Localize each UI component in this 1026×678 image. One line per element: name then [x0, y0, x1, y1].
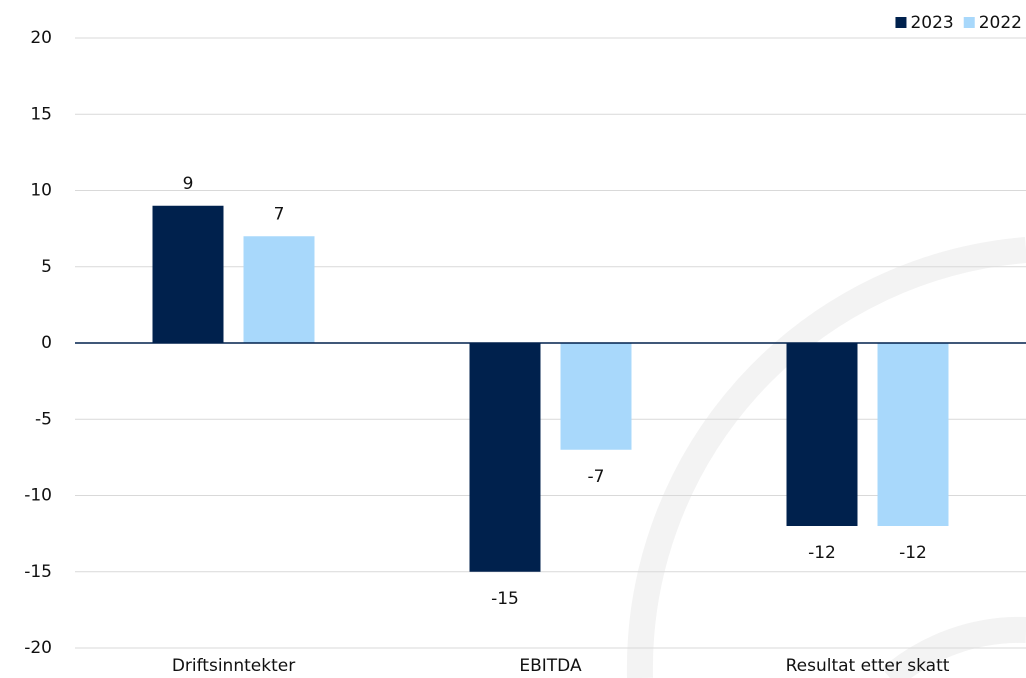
bar	[786, 343, 858, 526]
x-tick-label: Driftsinntekter	[172, 656, 295, 676]
data-label: -15	[491, 589, 519, 609]
bar	[243, 236, 315, 343]
bar	[877, 343, 949, 526]
data-label: 7	[274, 204, 285, 224]
legend-swatch	[963, 17, 975, 28]
data-label: -7	[588, 467, 605, 487]
x-tick-label: EBITDA	[519, 656, 582, 676]
data-label: 9	[183, 174, 194, 194]
y-tick-label: 20	[30, 28, 52, 48]
bar	[560, 343, 632, 450]
legend-label: 2022	[979, 13, 1022, 33]
legend-swatch	[895, 17, 907, 28]
y-tick-label: -5	[35, 409, 52, 429]
y-tick-label: 15	[30, 104, 52, 124]
legend-label: 2023	[910, 13, 953, 33]
y-tick-label: -10	[24, 486, 52, 506]
y-tick-label: -20	[24, 638, 52, 658]
data-label: -12	[899, 543, 927, 563]
bar	[469, 343, 541, 572]
data-label: -12	[808, 543, 836, 563]
y-tick-label: 10	[30, 181, 52, 201]
y-tick-label: 0	[41, 333, 52, 353]
bar	[152, 205, 224, 343]
y-tick-label: -15	[24, 562, 52, 582]
y-tick-label: 5	[41, 257, 52, 277]
x-tick-label: Resultat etter skatt	[786, 656, 950, 676]
background-decoration	[626, 237, 1026, 678]
